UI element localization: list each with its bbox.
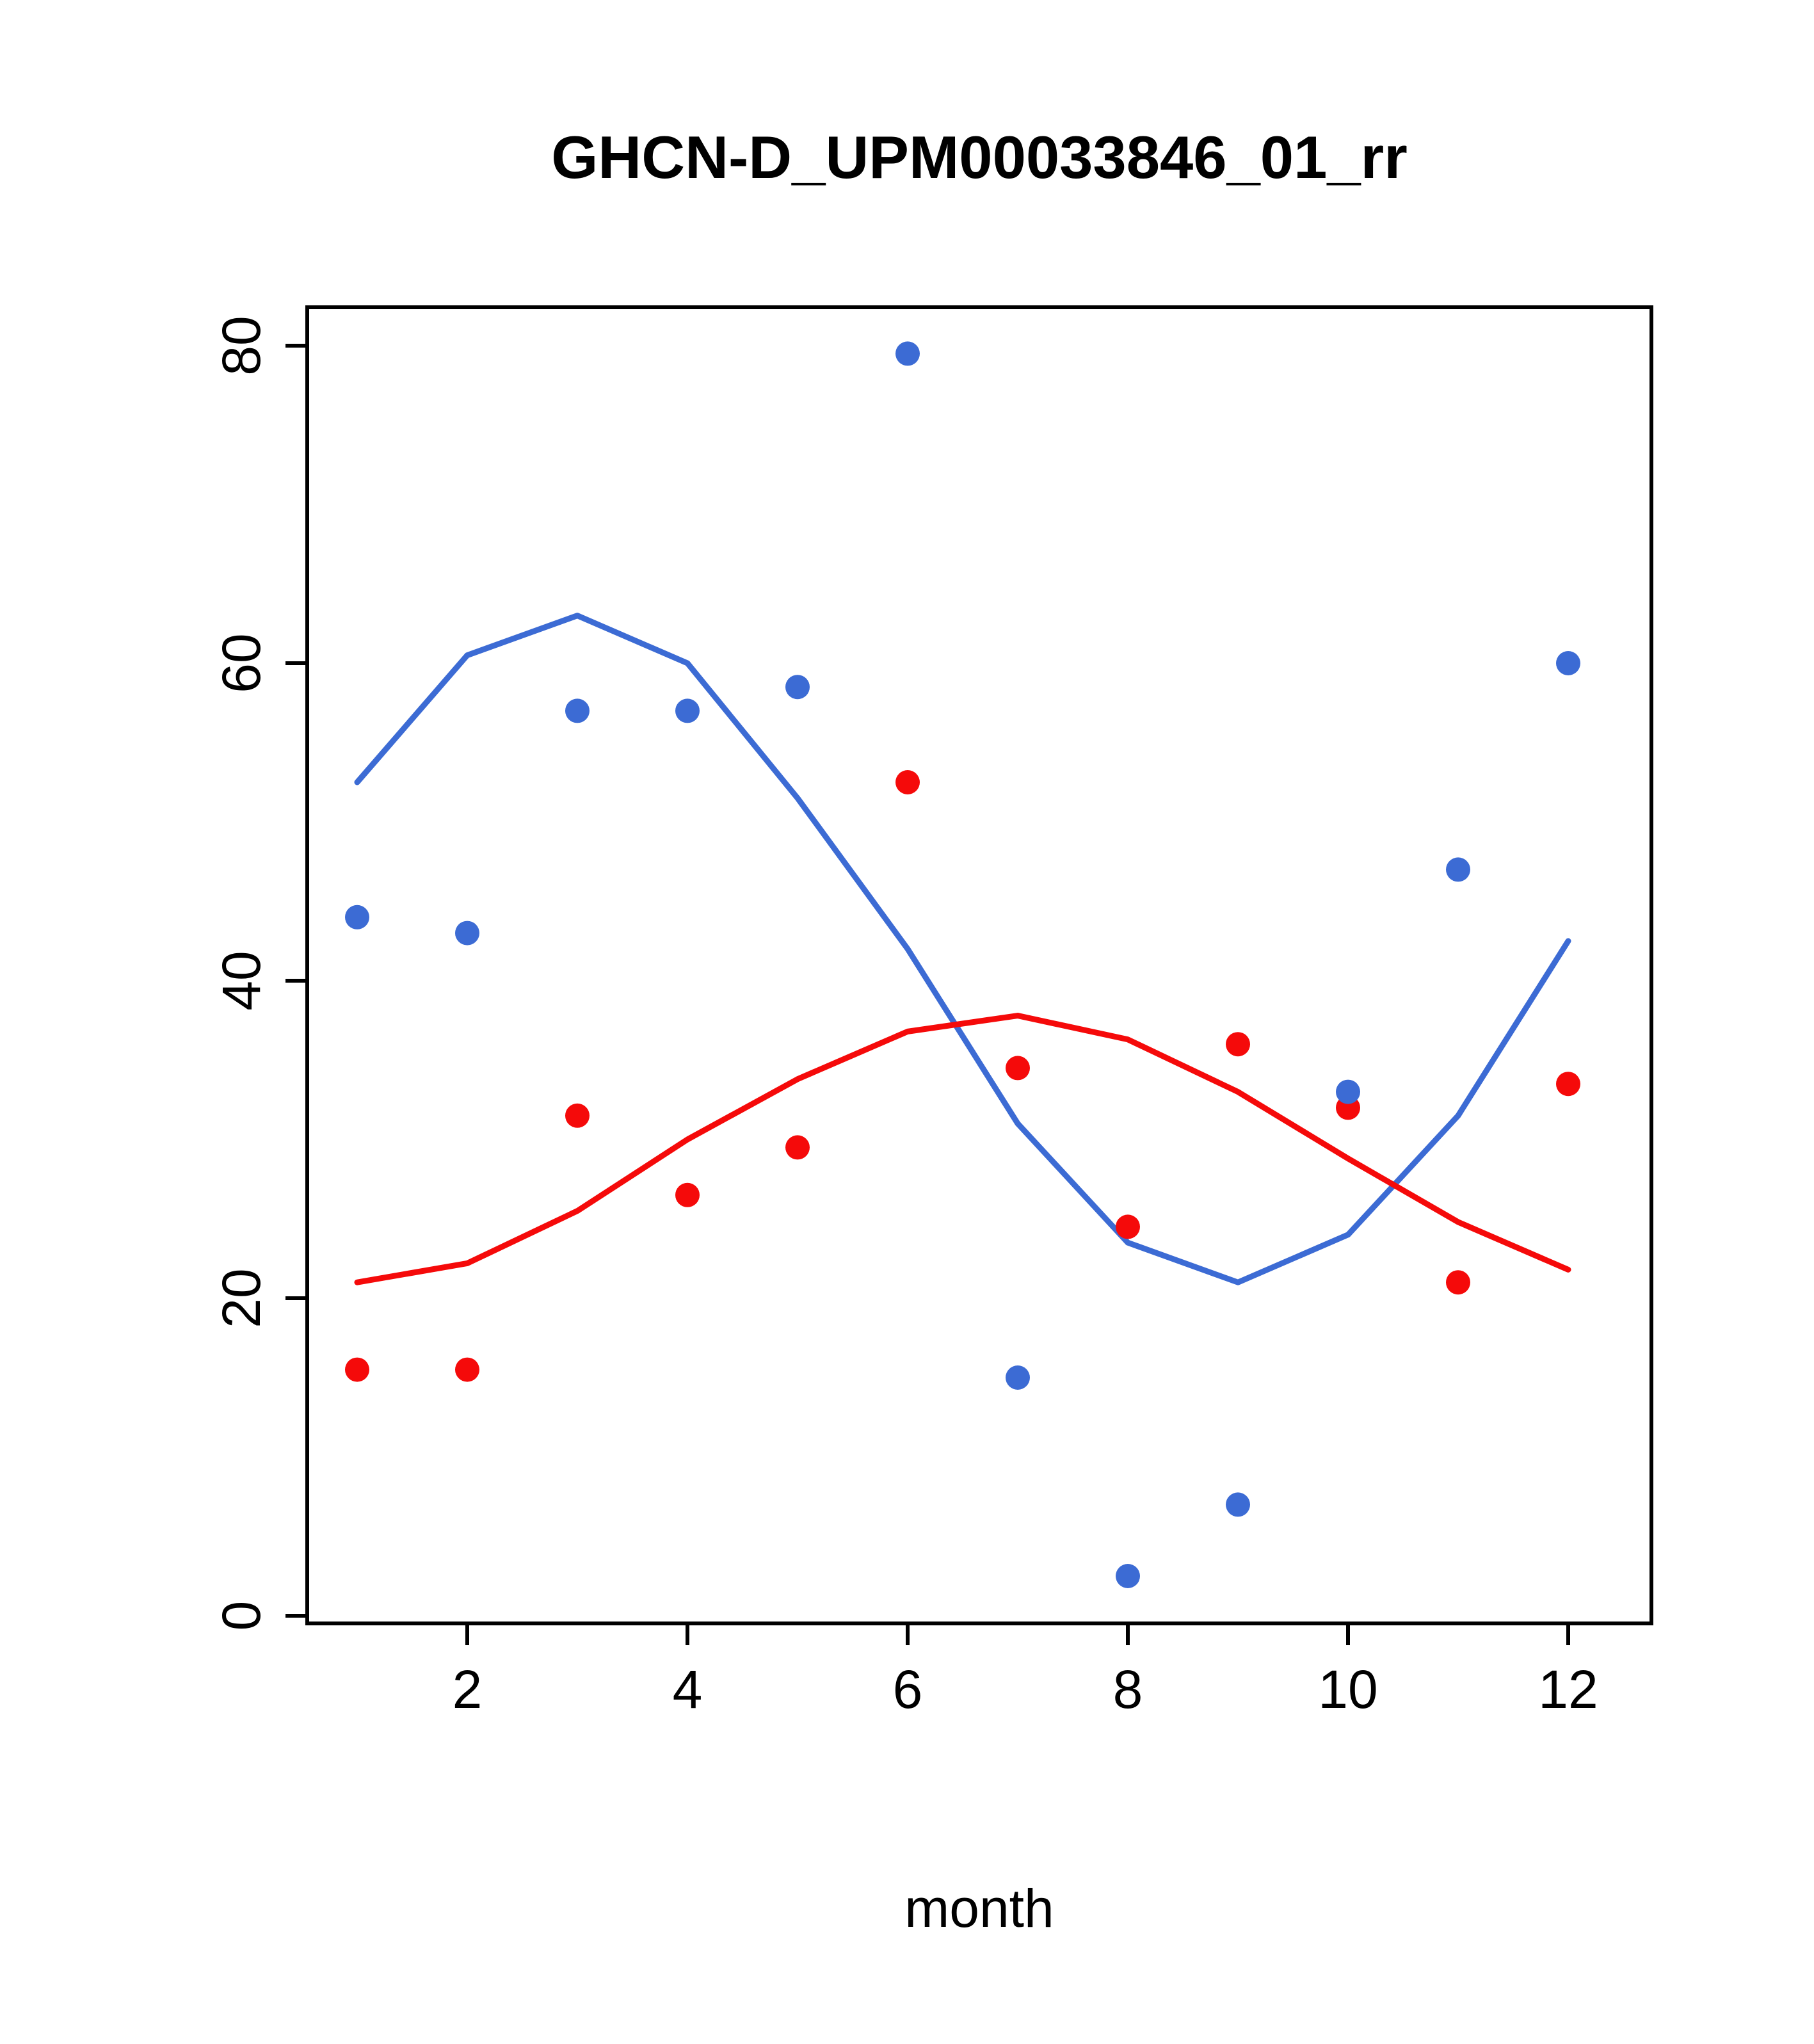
y-tick-label: 40 (211, 951, 271, 1010)
x-axis-label: month (904, 1878, 1054, 1938)
blue-points-point (565, 698, 590, 723)
x-tick-label: 4 (673, 1659, 703, 1719)
blue-points-point (1006, 1365, 1030, 1390)
blue-points-point (785, 675, 810, 700)
blue-points-point (1556, 651, 1580, 675)
y-tick-label: 0 (211, 1601, 271, 1631)
x-tick-label: 10 (1318, 1659, 1377, 1719)
red-points-point (1116, 1214, 1140, 1239)
red-points-point (1446, 1270, 1470, 1295)
red-points-point (345, 1357, 369, 1382)
red-points-point (785, 1135, 810, 1160)
x-axis: 2 4 6 8 10 12 (453, 1623, 1598, 1719)
series-layer (345, 341, 1580, 1588)
blue-points-point (345, 905, 369, 929)
red-points-point (895, 770, 920, 794)
y-tick-label: 20 (211, 1268, 271, 1328)
chart-title: GHCN-D_UPM00033846_01_rr (551, 124, 1408, 191)
red-points (345, 770, 1580, 1382)
blue-points-point (1116, 1564, 1140, 1588)
red-smooth-line (354, 1013, 1571, 1285)
y-axis: 0 20 40 60 80 (211, 316, 307, 1630)
plot-box (305, 305, 1653, 1625)
red-points-point (1556, 1072, 1580, 1097)
blue-points-point (1336, 1079, 1360, 1104)
x-tick-label: 2 (453, 1659, 483, 1719)
x-tick-label: 12 (1538, 1659, 1598, 1719)
x-tick-label: 8 (1113, 1659, 1143, 1719)
y-tick-label: 60 (211, 633, 271, 693)
blue-points-point (675, 698, 700, 723)
red-points-point (565, 1103, 590, 1128)
x-tick-label: 6 (893, 1659, 923, 1719)
blue-points-point (895, 341, 920, 366)
red-points-point (455, 1357, 479, 1382)
blue-points-point (1446, 857, 1470, 882)
red-points-point (675, 1182, 700, 1207)
red-points-point (1006, 1056, 1030, 1081)
red-points-point (1226, 1032, 1250, 1057)
blue-points (345, 341, 1580, 1588)
blue-points-point (455, 921, 479, 946)
blue-points-point (1226, 1492, 1250, 1517)
blue-smooth-line (354, 613, 1571, 1285)
y-tick-label: 80 (211, 316, 271, 375)
